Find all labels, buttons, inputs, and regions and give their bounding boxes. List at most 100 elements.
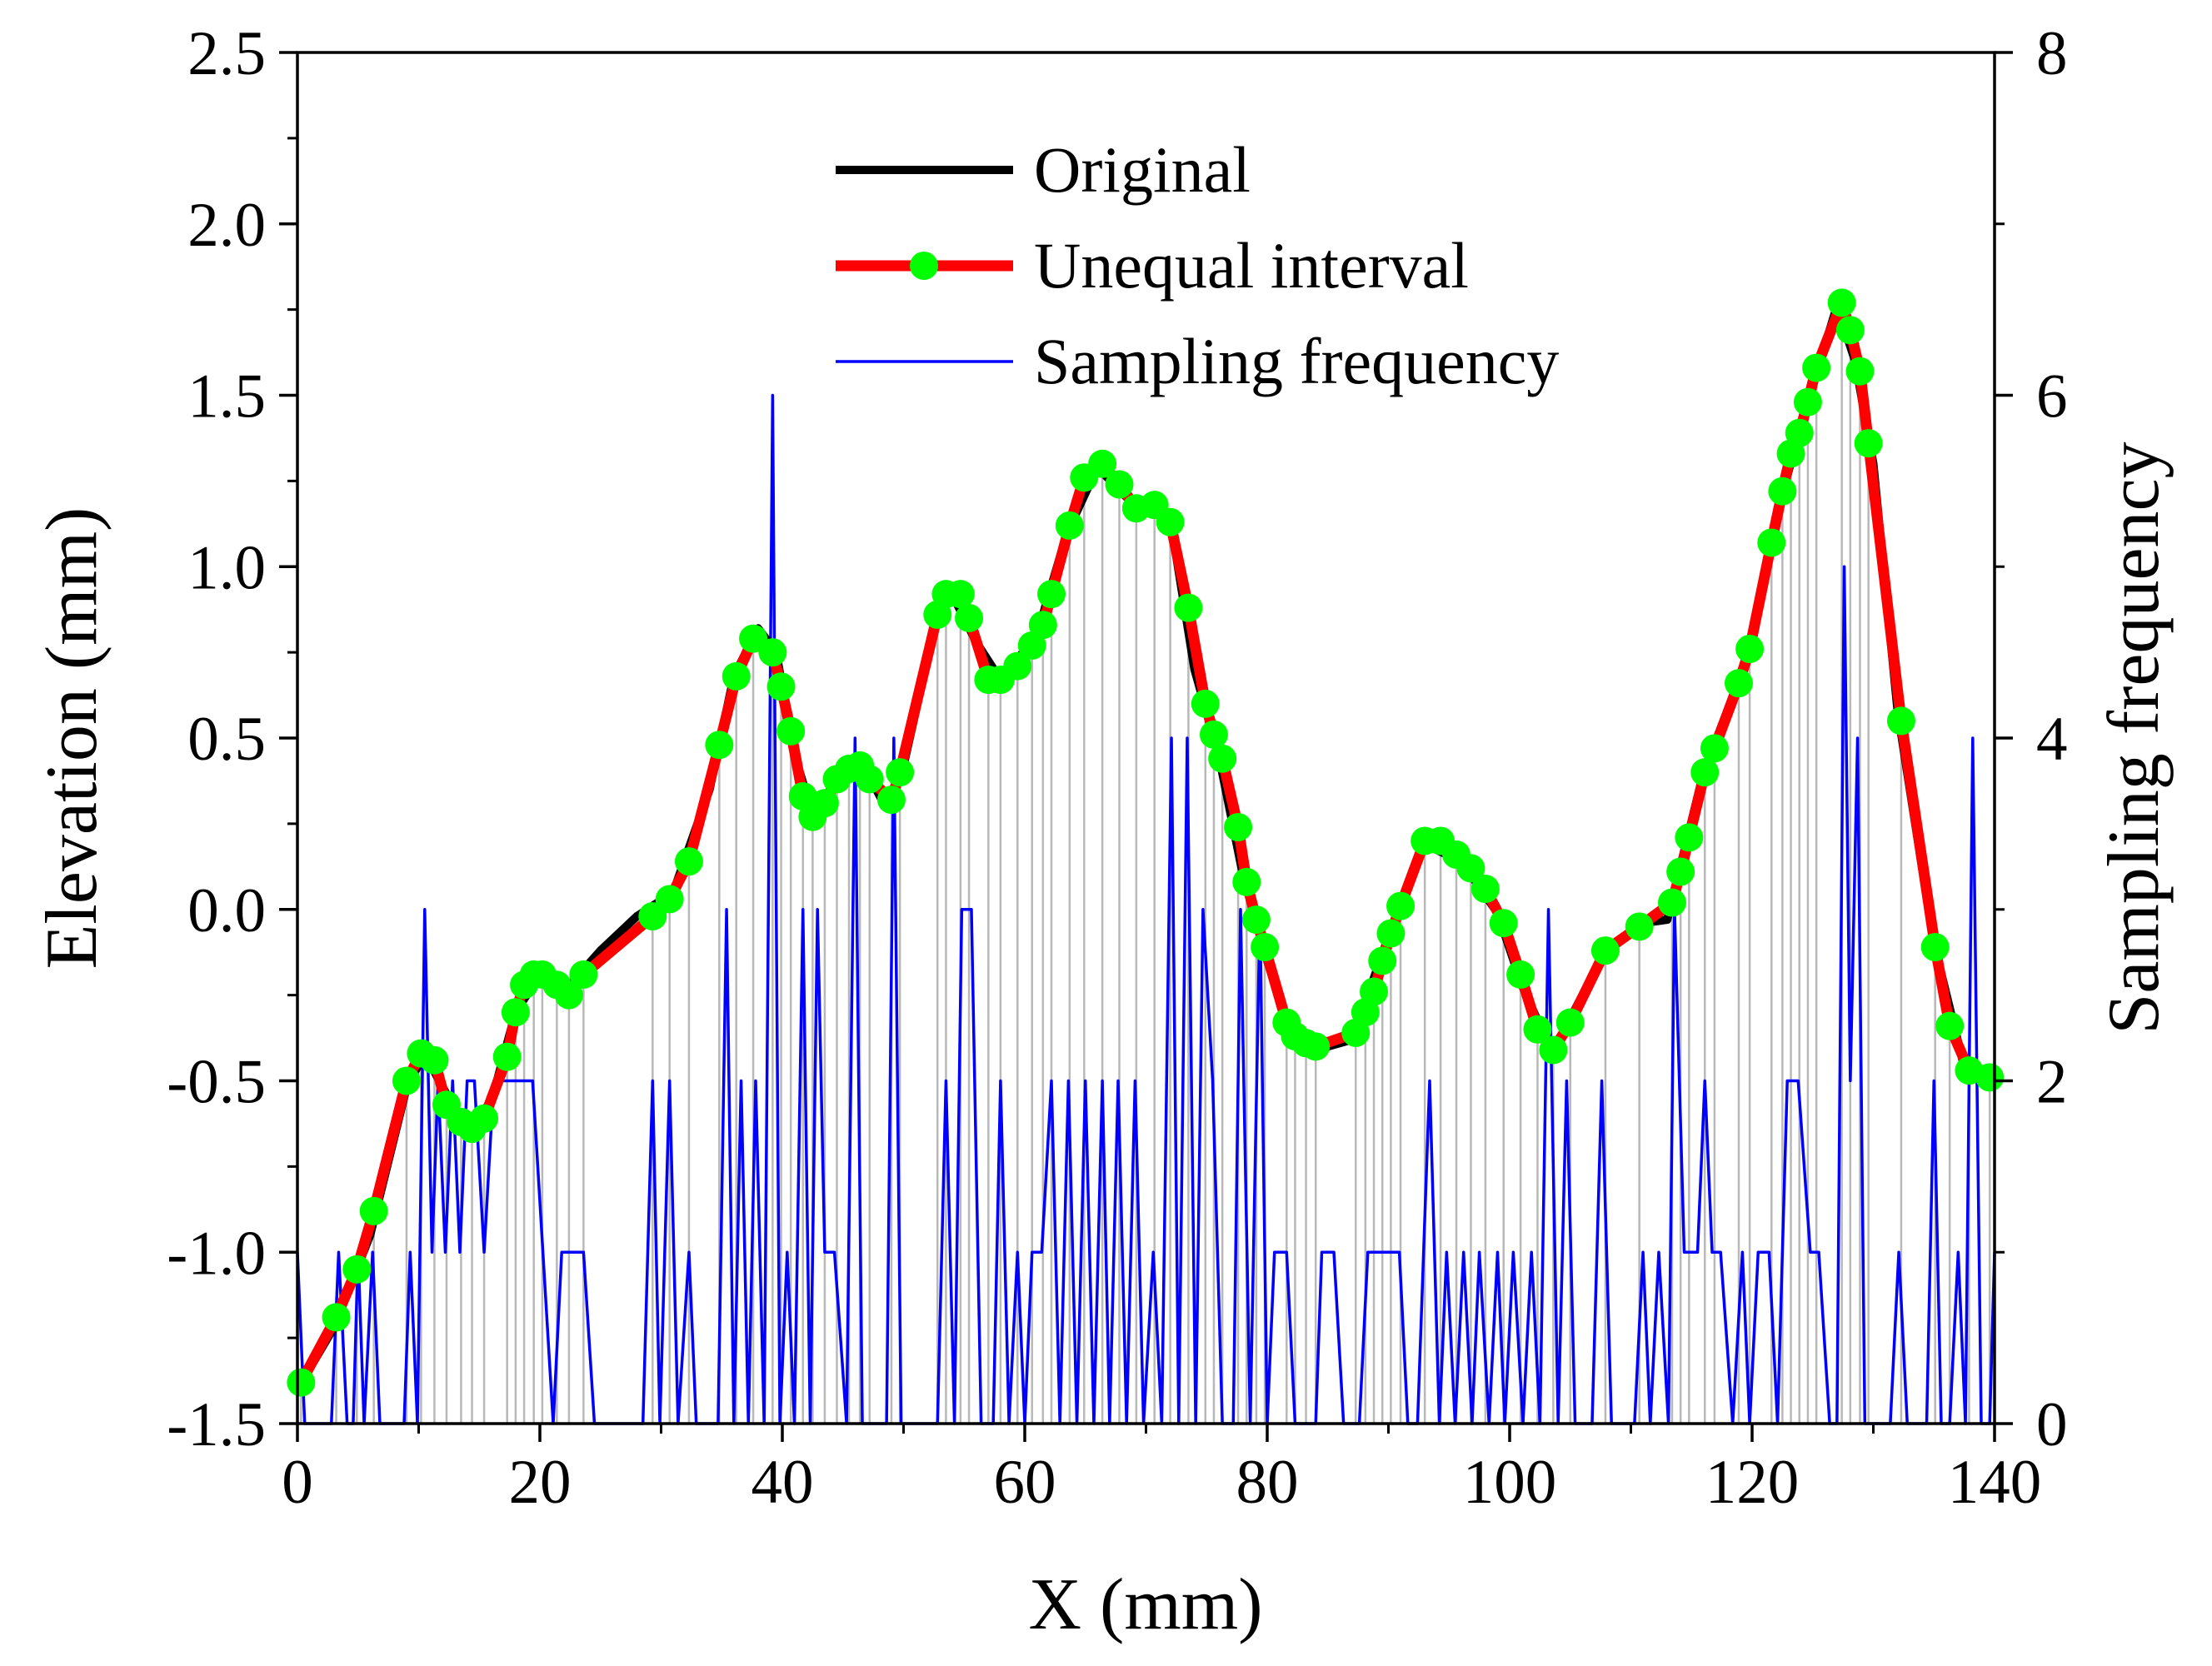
marker	[322, 1303, 351, 1332]
marker	[1757, 528, 1786, 557]
marker	[1724, 669, 1753, 698]
series-line	[293, 302, 1997, 1392]
marker	[810, 789, 839, 818]
x-tick-label: 120	[1705, 1448, 1800, 1517]
x-tick-label: 140	[1948, 1448, 2042, 1517]
legend-label: Unequal interval	[1034, 229, 1469, 302]
marker	[359, 1196, 388, 1225]
marker	[1555, 1008, 1585, 1037]
y2-tick-label: 0	[2036, 1390, 2068, 1459]
marker	[1735, 635, 1765, 664]
marker	[955, 603, 984, 632]
marker	[1845, 357, 1875, 386]
x-tick-label: 0	[282, 1448, 313, 1517]
y2-tick-label: 4	[2036, 705, 2068, 774]
marker	[1368, 946, 1397, 975]
marker	[946, 580, 975, 609]
marker	[1657, 888, 1686, 917]
marker	[1088, 449, 1117, 478]
marker	[342, 1254, 372, 1284]
x-tick-label: 20	[509, 1448, 572, 1517]
x-tick-label: 40	[751, 1448, 814, 1517]
marker	[287, 1368, 316, 1397]
marker	[554, 980, 583, 1010]
marker	[674, 847, 703, 876]
y-tick-label: 1.5	[187, 362, 266, 431]
marker	[1793, 387, 1822, 416]
marker	[1156, 507, 1185, 536]
marker	[1886, 706, 1915, 736]
marker	[1835, 316, 1865, 345]
marker	[1590, 936, 1620, 965]
y-tick-label: 2.0	[187, 191, 266, 260]
x-axis-title: X (mm)	[1028, 1564, 1262, 1645]
marker	[1854, 429, 1883, 458]
marker	[1666, 857, 1695, 886]
marker	[1386, 891, 1416, 920]
marker	[1037, 580, 1066, 609]
marker	[501, 998, 530, 1027]
marker	[470, 1104, 499, 1133]
y-tick-label: 1.0	[187, 533, 266, 602]
y-tick-label: 2.5	[187, 19, 266, 88]
marker	[1360, 977, 1389, 1006]
legend-label: Sampling frequency	[1034, 325, 1559, 397]
y2-axis-title: Sampling frequency	[2094, 441, 2175, 1034]
marker	[776, 716, 806, 746]
y-tick-label: 0.0	[187, 876, 266, 945]
marker	[392, 1066, 421, 1095]
marker	[1055, 511, 1084, 540]
marker	[1224, 812, 1253, 841]
marker	[492, 1042, 522, 1071]
marker	[1301, 1032, 1331, 1061]
marker	[1539, 1035, 1568, 1065]
y-tick-label: -1.5	[167, 1390, 266, 1459]
marker	[420, 1045, 449, 1075]
marker	[1802, 353, 1831, 382]
marker	[766, 672, 796, 701]
marker	[1105, 470, 1134, 499]
marker	[569, 960, 598, 989]
series-line	[296, 297, 1992, 1385]
marker	[1208, 744, 1237, 773]
marker	[1232, 867, 1261, 896]
marker	[876, 786, 906, 815]
y2-tick-label: 8	[2036, 19, 2068, 88]
x-tick-label: 80	[1236, 1448, 1299, 1517]
marker	[1199, 720, 1228, 749]
marker	[1456, 854, 1485, 883]
marker	[655, 885, 684, 914]
marker	[1935, 1011, 1965, 1040]
marker	[1174, 593, 1203, 622]
marker	[1975, 1063, 2005, 1092]
legend-marker	[910, 252, 938, 280]
marker	[1523, 1015, 1552, 1044]
marker	[1700, 734, 1729, 763]
marker	[1003, 651, 1032, 681]
marker	[1251, 933, 1280, 962]
marker	[1675, 823, 1704, 852]
y2-tick-label: 6	[2036, 362, 2068, 431]
marker	[1827, 288, 1856, 317]
marker	[1920, 933, 1950, 962]
y-axis-title: Elevation (mm)	[32, 507, 112, 970]
marker	[1625, 912, 1654, 941]
x-tick-label: 100	[1463, 1448, 1557, 1517]
y-tick-label: -0.5	[167, 1048, 266, 1117]
x-tick-label: 60	[994, 1448, 1056, 1517]
series-line	[296, 393, 1996, 1425]
marker	[1768, 476, 1797, 506]
y-tick-label: -1.0	[167, 1219, 266, 1288]
marker	[1785, 418, 1814, 447]
y2-tick-label: 2	[2036, 1048, 2068, 1117]
marker	[1191, 689, 1220, 718]
marker	[1489, 909, 1518, 938]
marker	[705, 731, 734, 760]
marker	[1241, 905, 1271, 935]
marker	[855, 765, 884, 794]
marker	[1471, 875, 1500, 904]
marker	[1028, 611, 1057, 640]
marker	[1506, 960, 1535, 989]
marker	[1376, 919, 1406, 948]
